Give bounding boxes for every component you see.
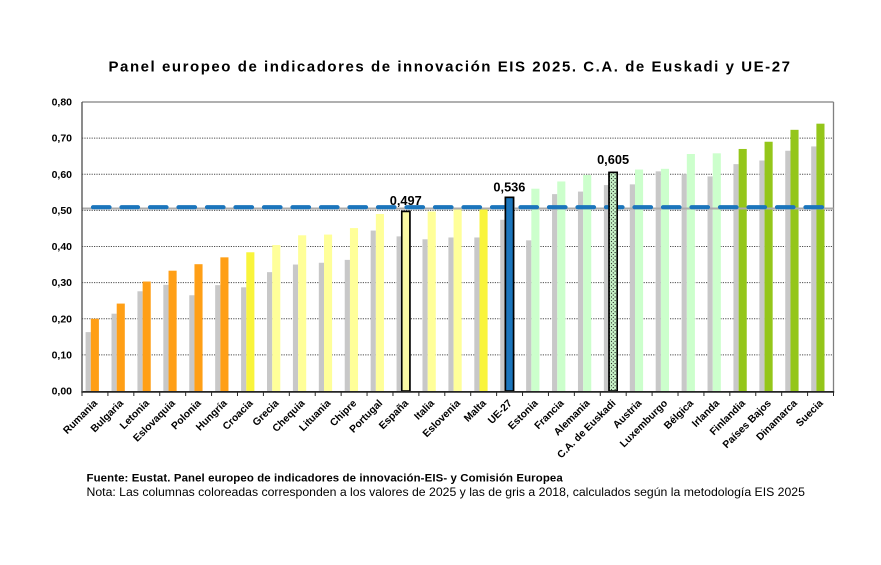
svg-text:Nota: Las columnas coloreadas: Nota: Las columnas coloreadas correspond… [87,485,806,499]
svg-text:0,605: 0,605 [597,152,629,167]
svg-text:0,50: 0,50 [52,205,73,217]
svg-text:0,80: 0,80 [52,97,73,109]
svg-text:0,20: 0,20 [52,313,73,325]
svg-text:Panel europeo de indicadores d: Panel europeo de indicadores de innovaci… [109,59,792,76]
svg-text:0,497: 0,497 [390,193,422,208]
svg-text:Fuente: Eustat. Panel europeo: Fuente: Eustat. Panel europeo de indicad… [87,473,564,485]
svg-text:0,536: 0,536 [493,179,525,194]
svg-text:0,00: 0,00 [52,386,73,398]
svg-text:0,70: 0,70 [52,133,73,145]
svg-text:0,40: 0,40 [52,241,73,253]
svg-text:0,10: 0,10 [52,350,73,362]
svg-text:0,30: 0,30 [52,277,73,289]
svg-text:0,60: 0,60 [52,169,73,181]
